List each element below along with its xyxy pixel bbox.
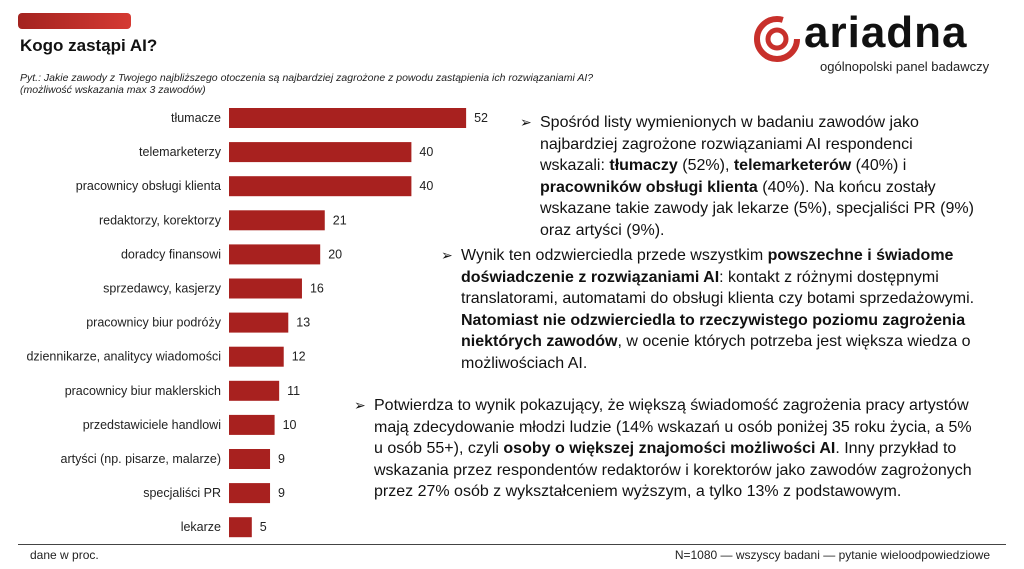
value-label: 21 [333, 213, 347, 227]
value-label: 5 [260, 520, 267, 534]
question-note: (możliwość wskazania max 3 zawodów) [20, 84, 206, 96]
category-label: redaktorzy, korektorzy [99, 213, 222, 227]
bold-text: powszechne i świadome doświadczenie z ro… [461, 247, 954, 286]
value-label: 12 [292, 350, 306, 364]
category-label: pracownicy obsługi klienta [76, 179, 221, 193]
bar [229, 449, 271, 469]
footer-divider [18, 544, 1006, 545]
text: Potwierdza to wynik pokazujący, że więks… [374, 397, 972, 457]
paragraph-1: ➢ Spośród listy wymienionych w badaniu za… [520, 112, 980, 241]
bar [229, 142, 412, 163]
slide-title: Kogo zastąpi AI? [20, 36, 158, 55]
footer-unit-note: dane w proc. [30, 548, 99, 562]
accent-bar [18, 13, 131, 29]
logo-spiral-icon [754, 16, 800, 62]
bar [229, 483, 271, 504]
bar-chart: tłumacze 52 telemarketerzy 40 pracownicy obs… [26, 108, 488, 538]
bold-text: pracowników obsługi klienta [540, 178, 758, 196]
bar [229, 108, 467, 128]
category-label: telemarketerzy [139, 145, 222, 159]
category-label: sprzedawcy, kasjerzy [103, 282, 222, 296]
logo-word: ariadna [804, 8, 968, 57]
value-label: 9 [278, 486, 285, 500]
value-label: 16 [310, 282, 324, 296]
bar [229, 176, 412, 197]
value-label: 40 [419, 145, 433, 159]
text: (40%) i [851, 157, 907, 174]
text: . Inny przykład to wskazania przez respo… [374, 440, 972, 500]
logo-subtitle: ogólnopolski panel badawczy [820, 59, 990, 74]
bar [229, 414, 275, 435]
value-label: 10 [283, 418, 297, 432]
bold-text: telemarketerów [733, 157, 852, 174]
bold-text: Natomiast nie odzwierciedla to rzeczywis… [461, 311, 966, 351]
category-label: specjaliści PR [143, 486, 221, 500]
bold-text: osoby o większej znajomości możliwości A… [503, 440, 836, 457]
bar [229, 312, 289, 333]
category-label: przedstawiciele handlowi [83, 418, 221, 432]
text: : kontakt z różnymi dostępnymi translato… [461, 268, 975, 308]
category-label: artyści (np. pisarze, malarze) [61, 452, 221, 466]
category-label: pracownicy biur maklerskich [65, 384, 221, 398]
category-label: dziennikarze, analitycy wiadomości [26, 350, 221, 364]
arrow-bullet-icon: ➢ [354, 397, 366, 413]
arrow-bullet-icon: ➢ [520, 114, 532, 130]
category-label: doradcy finansowi [121, 247, 221, 261]
value-label: 52 [474, 111, 488, 125]
bar [229, 210, 325, 231]
bar [229, 278, 302, 299]
paragraph-3: ➢ Potwierdza to wynik pokazujący, że więk… [354, 395, 974, 503]
category-label: pracownicy biur podróży [86, 316, 222, 330]
text: (52%), [677, 157, 734, 174]
question-text: Pyt.: Jakie zawody z Twojego najbliższeg… [20, 72, 593, 96]
category-label: tłumacze [171, 111, 221, 125]
text: (40%). Na końcu zostały wskazane takie z… [540, 178, 974, 239]
value-label: 11 [287, 384, 300, 398]
bar [229, 517, 252, 538]
value-label: 20 [328, 247, 342, 261]
ariadna-logo: ariadna ogólnopolski panel badawczy [752, 8, 997, 82]
value-label: 13 [296, 316, 310, 330]
value-label: 40 [419, 179, 433, 193]
value-label: 9 [278, 452, 285, 466]
text: , w ocenie których potrzeba jest większa… [461, 333, 971, 372]
question-line: Pyt.: Jakie zawody z Twojego najbliższeg… [20, 72, 594, 84]
text: Spośród listy wymienionych w badaniu zaw… [540, 114, 919, 174]
bar [229, 346, 284, 367]
arrow-bullet-icon: ➢ [441, 247, 453, 263]
bold-text: tłumaczy [609, 157, 678, 174]
text: Wynik ten odzwierciedla przede wszystkim [461, 247, 768, 264]
paragraph-2: ➢ Wynik ten odzwierciedla przede wszystki… [441, 245, 1001, 374]
bar [229, 244, 321, 265]
footer-sample-note: N=1080 — wszyscy badani — pytanie wieloo… [674, 548, 990, 562]
category-label: lekarze [181, 520, 221, 534]
bar [229, 380, 280, 401]
